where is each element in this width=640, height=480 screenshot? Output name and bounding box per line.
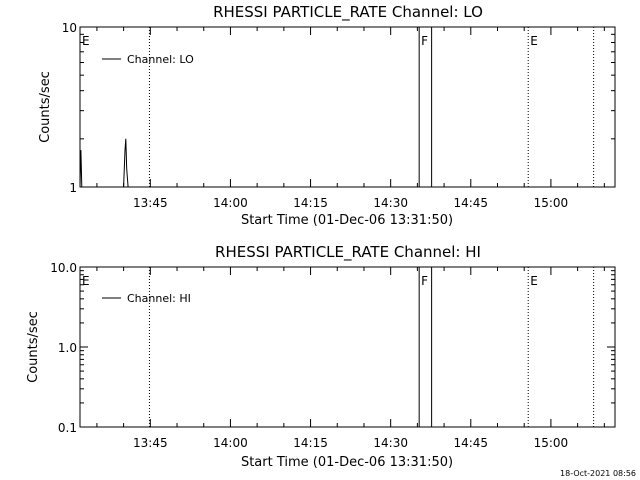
flag-label: E [82, 274, 90, 288]
panel-lo-title: RHESSI PARTICLE_RATE Channel: LO [213, 3, 483, 22]
y-tick-label: 0.1 [58, 421, 77, 435]
x-tick-label: 14:15 [293, 436, 328, 450]
x-tick-label: 15:00 [534, 436, 569, 450]
x-tick-label: 14:00 [213, 196, 248, 210]
x-tick-label: 14:30 [373, 436, 408, 450]
x-tick-label: 13:45 [133, 196, 168, 210]
x-tick-label: 14:45 [453, 196, 488, 210]
x-tick-label: 14:15 [293, 196, 328, 210]
timestamp: 18-Oct-2021 08:56 [560, 469, 636, 478]
x-tick-label: 14:30 [373, 196, 408, 210]
panel-hi: RHESSI PARTICLE_RATE Channel: HI Counts/… [26, 243, 616, 470]
flag-label: E [530, 34, 538, 48]
panel-lo-legend-label: Channel: LO [127, 53, 194, 66]
y-tick-label: 1.0 [58, 341, 77, 355]
panel-hi-title: RHESSI PARTICLE_RATE Channel: HI [215, 243, 481, 262]
x-tick-label: 13:45 [133, 436, 168, 450]
panel-hi-xlabel: Start Time (01-Dec-06 13:31:50) [241, 455, 453, 470]
panel-hi-y-ticks: 0.1 1.0 10.0 [50, 261, 615, 435]
flag-label: E [530, 274, 538, 288]
flag-label: E [82, 34, 90, 48]
x-tick-label: 15:00 [534, 196, 569, 210]
panel-lo-ylabel: Counts/sec [38, 71, 53, 143]
panel-hi-reference-lines [148, 266, 595, 427]
flag-label: F [421, 274, 428, 288]
series-line [79, 138, 129, 188]
panel-lo-x-ticks: 13:45 14:00 14:15 14:30 14:45 15:00 [96, 27, 605, 210]
flag-label: F [421, 34, 428, 48]
x-tick-label: 14:00 [213, 436, 248, 450]
panel-hi-legend-label: Channel: HI [127, 292, 191, 305]
panel-lo-legend: Channel: LO [102, 53, 194, 66]
panel-hi-ylabel: Counts/sec [26, 311, 41, 383]
panel-hi-x-ticks: 13:45 14:00 14:15 14:30 14:45 15:00 [96, 267, 605, 450]
panel-lo-series [79, 138, 129, 188]
panel-hi-frame [79, 266, 616, 428]
x-tick-label: 14:45 [453, 436, 488, 450]
panel-lo-reference-lines [148, 26, 595, 187]
panel-lo-xlabel: Start Time (01-Dec-06 13:31:50) [241, 213, 453, 228]
y-tick-label: 10 [62, 21, 77, 35]
y-tick-label: 10.0 [50, 261, 77, 275]
y-tick-label: 1 [69, 181, 77, 195]
panel-hi-legend: Channel: HI [102, 292, 191, 305]
panel-lo-frame [79, 26, 616, 188]
panel-lo: RHESSI PARTICLE_RATE Channel: LO Counts/… [38, 3, 616, 228]
